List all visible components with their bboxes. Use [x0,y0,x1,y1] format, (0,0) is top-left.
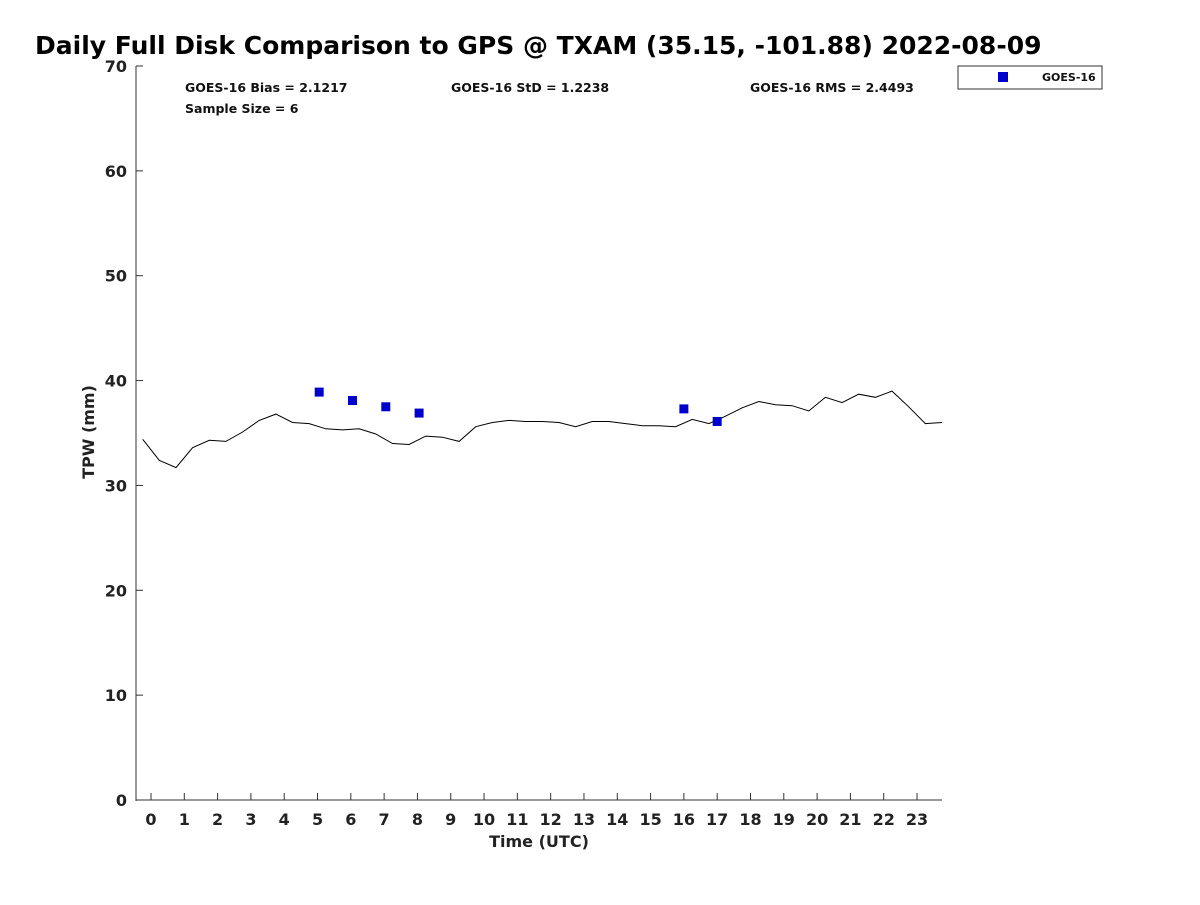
goes16-point [679,404,689,414]
x-tick-label: 23 [906,810,928,829]
y-tick-label: 10 [105,686,127,705]
x-tick-label: 8 [412,810,423,829]
y-tick-label: 20 [105,581,127,600]
chart-title: Daily Full Disk Comparison to GPS @ TXAM… [35,31,1042,60]
series-layer [142,387,943,469]
x-tick-label: 11 [506,810,528,829]
x-tick-label: 20 [806,810,828,829]
x-tick-label: 2 [212,810,223,829]
goes16-point [314,387,324,397]
sample-size-stat: Sample Size = 6 [185,101,299,116]
x-tick-label: 6 [345,810,356,829]
legend-label-goes16: GOES-16 [1042,71,1096,84]
y-tick-label: 70 [105,57,127,76]
x-tick-label: 0 [145,810,156,829]
x-tick-label: 17 [706,810,728,829]
x-tick-label: 21 [839,810,861,829]
goes16-point [381,402,391,412]
x-tick-label: 22 [873,810,895,829]
y-tick-label: 60 [105,162,127,181]
goes16-point [414,408,424,418]
y-ticks: 0 10 20 30 40 50 60 70 [105,57,143,810]
x-tick-label: 13 [573,810,595,829]
x-tick-label: 16 [673,810,695,829]
std-stat: GOES-16 StD = 1.2238 [451,80,609,95]
y-axis-label: TPW (mm) [79,385,98,479]
y-tick-label: 30 [105,476,127,495]
x-tick-label: 4 [279,810,290,829]
x-tick-label: 3 [245,810,256,829]
x-tick-label: 1 [179,810,190,829]
x-tick-label: 14 [606,810,628,829]
goes16-point [347,395,357,405]
rms-stat: GOES-16 RMS = 2.4493 [750,80,914,95]
x-tick-label: 12 [540,810,562,829]
x-tick-label: 19 [773,810,795,829]
x-tick-label: 5 [312,810,323,829]
gps-tpw-line [142,390,943,469]
legend: GOES-16 [957,65,1103,90]
x-tick-label: 15 [639,810,661,829]
bias-stat: GOES-16 Bias = 2.1217 [185,80,347,95]
x-tick-label: 7 [379,810,390,829]
y-tick-label: 0 [116,791,127,810]
legend-marker-square [998,72,1008,82]
x-ticks: 0 1 2 3 4 5 6 7 8 9 10 11 12 13 14 15 16 17 18 19 20 21 22 23 [145,793,928,829]
goes16-point [712,416,722,426]
y-tick-label: 40 [105,372,127,391]
legend-box [957,65,1103,90]
x-tick-label: 9 [445,810,456,829]
x-tick-label: 18 [739,810,761,829]
y-tick-label: 50 [105,267,127,286]
x-axis-label: Time (UTC) [489,832,589,851]
x-tick-label: 10 [473,810,495,829]
